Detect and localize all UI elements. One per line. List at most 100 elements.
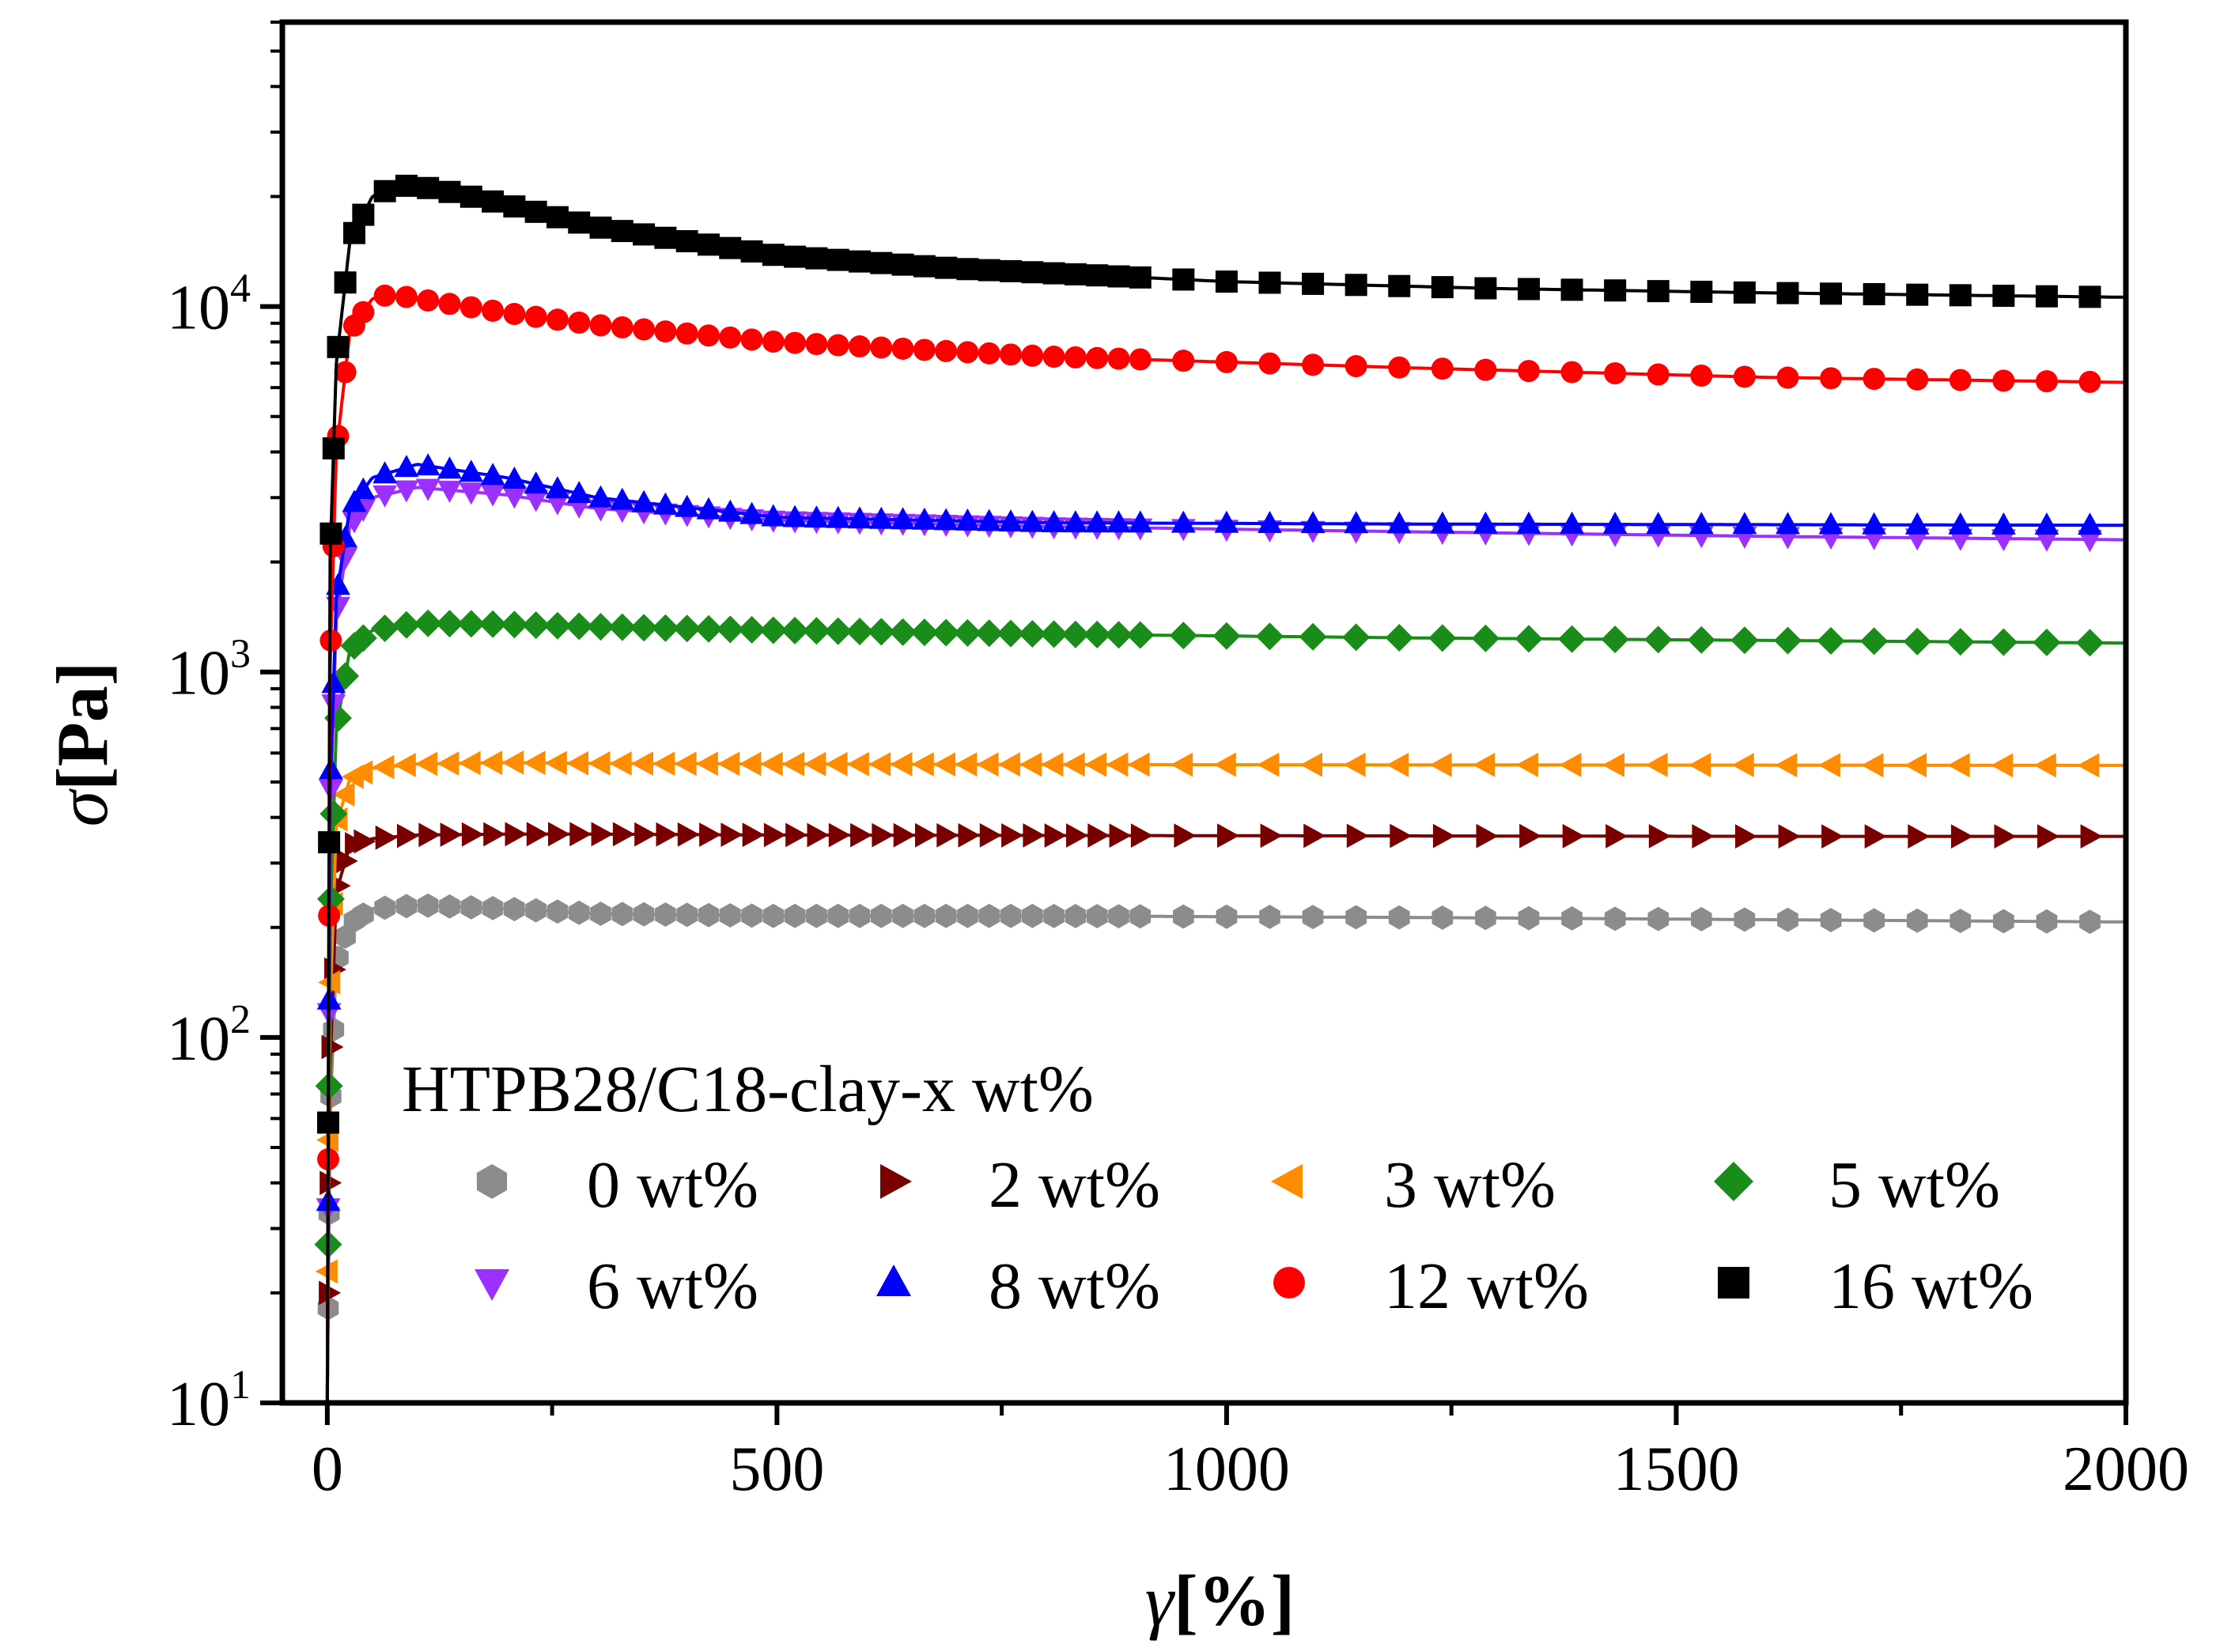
data-point [335, 849, 358, 874]
data-point [524, 200, 547, 223]
data-point [979, 822, 1002, 848]
data-point [1906, 283, 1929, 306]
data-point [1174, 823, 1197, 849]
y-tick-label: 103 [167, 632, 251, 709]
data-point [439, 894, 460, 919]
y-tick-label: 102 [167, 997, 251, 1074]
data-point [1473, 511, 1498, 534]
data-point [1001, 823, 1024, 848]
x-tick-label: 2000 [2063, 1435, 2189, 1504]
data-point [569, 822, 592, 847]
data-point [545, 493, 570, 516]
data-point [695, 751, 718, 777]
legend-item: 3 wt% [1271, 1148, 1556, 1222]
data-point [2034, 529, 2059, 552]
data-point [1022, 903, 1043, 928]
data-point [891, 337, 914, 360]
data-point [763, 822, 786, 848]
y-tick-label: 101 [167, 1363, 251, 1439]
data-point [892, 903, 913, 928]
data-point [1344, 274, 1367, 297]
data-point [1861, 753, 1884, 778]
data-point [373, 485, 397, 508]
data-point [459, 459, 484, 482]
data-point [503, 195, 526, 218]
data-point [912, 507, 937, 530]
data-point [1130, 823, 1153, 848]
data-point [1560, 278, 1583, 301]
data-point [1648, 824, 1671, 849]
y-tick-label: 104 [167, 267, 251, 343]
series-12-wt- [316, 284, 2126, 1403]
data-point [697, 324, 720, 347]
data-point [1992, 285, 2015, 308]
data-point [1019, 509, 1045, 532]
data-point [526, 822, 549, 847]
data-point [1559, 753, 1582, 777]
data-point [1043, 903, 1065, 928]
data-point [1821, 824, 1844, 849]
data-point [1086, 264, 1109, 287]
legend-label: 16 wt% [1829, 1249, 2033, 1323]
data-point [1560, 511, 1584, 534]
data-point [1820, 367, 1843, 390]
data-point [1129, 904, 1152, 929]
data-point [417, 289, 440, 312]
data-point [805, 333, 828, 356]
data-point [1171, 752, 1193, 777]
data-point [1476, 823, 1499, 849]
data-point [1257, 752, 1280, 777]
data-point [566, 750, 589, 776]
data-point [1129, 348, 1152, 371]
data-point [1386, 511, 1412, 534]
data-point [457, 610, 486, 638]
data-point [440, 822, 463, 847]
data-point [872, 822, 894, 848]
data-point [350, 760, 373, 785]
data-point [611, 220, 633, 243]
data-point [1731, 753, 1754, 777]
data-point [889, 618, 917, 646]
data-point [740, 328, 763, 351]
data-point [1515, 625, 1543, 653]
data-point [1302, 353, 1325, 376]
data-point [1692, 824, 1715, 849]
data-point [1687, 626, 1715, 654]
data-point [543, 611, 572, 640]
data-point [437, 751, 460, 776]
x-tick-label: 500 [729, 1435, 824, 1504]
data-point [395, 174, 418, 197]
data-point [978, 903, 1000, 928]
data-point [415, 478, 441, 501]
data-point [611, 902, 633, 927]
data-point [784, 903, 806, 928]
data-point [1172, 268, 1195, 291]
data-point [460, 895, 482, 920]
data-point [1474, 358, 1497, 381]
data-point [480, 750, 502, 775]
data-point [976, 752, 999, 777]
data-point [318, 831, 341, 854]
data-point [2036, 909, 2058, 934]
data-point [655, 902, 676, 927]
data-point [1994, 824, 2017, 849]
data-point [955, 508, 980, 531]
data-point [1063, 510, 1088, 533]
data-point [1947, 753, 1970, 778]
x-tick-label: 1500 [1613, 1435, 1739, 1504]
data-point [480, 484, 505, 507]
data-point [334, 271, 357, 294]
data-point [867, 618, 895, 646]
data-point [977, 508, 1002, 531]
data-point [478, 610, 507, 638]
data-point [566, 481, 592, 504]
data-point [1992, 369, 2015, 392]
data-point [1475, 905, 1496, 931]
data-point [932, 618, 960, 647]
data-point [652, 751, 675, 777]
data-point [953, 618, 981, 647]
data-point [1604, 279, 1627, 302]
data-point [1258, 352, 1281, 375]
data-point [1064, 263, 1087, 285]
